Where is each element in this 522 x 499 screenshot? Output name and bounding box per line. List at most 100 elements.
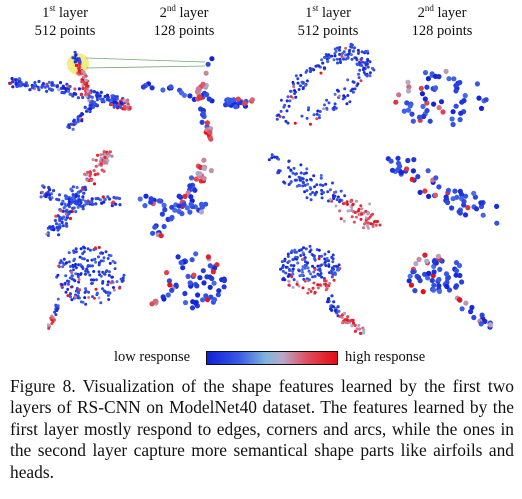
chair-body-1 bbox=[70, 274, 74, 278]
airplane-fuselage-1 bbox=[60, 90, 64, 95]
airplane-fuselage-1 bbox=[112, 105, 116, 109]
airplane-wing-4 bbox=[198, 209, 205, 215]
guitar-body-1 bbox=[293, 172, 297, 176]
airplane-wing-3 bbox=[66, 203, 71, 207]
guitar-body-1 bbox=[303, 190, 307, 194]
fish-body-2 bbox=[405, 79, 411, 85]
fish-body-1 bbox=[346, 94, 350, 97]
airplane-wing-3 bbox=[111, 200, 115, 204]
fish-body-1 bbox=[315, 117, 319, 121]
airplane-wing-3 bbox=[41, 184, 45, 188]
airplane-tail-2 bbox=[199, 119, 205, 125]
airplane-fuselage-2 bbox=[233, 104, 239, 110]
airplane-wing-1 bbox=[85, 92, 89, 96]
chair-body-1 bbox=[101, 287, 104, 291]
airplane-body-3 bbox=[52, 228, 56, 232]
lamp-head-1 bbox=[312, 254, 316, 258]
chair-body-1 bbox=[61, 265, 65, 269]
lamp-head-1 bbox=[292, 278, 296, 282]
airplane-body-3 bbox=[93, 173, 97, 177]
fish-body-2 bbox=[405, 107, 412, 113]
fish-body-1 bbox=[288, 99, 292, 103]
airplane-body-3 bbox=[102, 169, 106, 173]
fish-body-1 bbox=[351, 49, 355, 53]
guitar-body-1 bbox=[304, 171, 308, 175]
chair-leg-1 bbox=[52, 318, 56, 322]
guitar-body-2 bbox=[404, 166, 410, 172]
lamp-head-1 bbox=[327, 259, 331, 263]
lamp-head-1 bbox=[313, 268, 317, 271]
chair-body-1 bbox=[118, 286, 122, 290]
chair-body-2 bbox=[216, 288, 222, 294]
fish-body-1 bbox=[309, 122, 312, 126]
fish-body-2 bbox=[457, 79, 463, 86]
airplane-wing-3 bbox=[45, 193, 49, 197]
chair-body-1 bbox=[87, 296, 91, 299]
lamp-arm-1 bbox=[331, 305, 335, 309]
fish-body-2 bbox=[450, 109, 456, 115]
fish-body-1 bbox=[289, 95, 293, 99]
fish-body-1 bbox=[351, 87, 355, 91]
fish-body-1 bbox=[346, 53, 350, 57]
airplane-wing-2 bbox=[203, 70, 209, 76]
lamp-arm-1 bbox=[346, 315, 350, 319]
lamp-head-1 bbox=[311, 286, 315, 290]
airplane-wing-3 bbox=[90, 197, 94, 201]
fish-body-1 bbox=[307, 106, 311, 110]
fish-body-1 bbox=[360, 64, 364, 67]
airplane-body-3 bbox=[65, 224, 69, 228]
guitar-body-1 bbox=[319, 183, 322, 187]
guitar-body-1 bbox=[371, 212, 375, 216]
chair-body-1 bbox=[70, 285, 74, 289]
fish-body-1 bbox=[293, 89, 296, 92]
lamp-arm-2 bbox=[478, 321, 484, 327]
airplane-body-3 bbox=[57, 223, 62, 227]
chair-leg-1 bbox=[46, 323, 50, 327]
fish-body-1 bbox=[322, 107, 326, 111]
fish-body-1 bbox=[283, 103, 287, 107]
guitar-body-1 bbox=[322, 191, 325, 194]
fish-body-1 bbox=[356, 52, 360, 55]
guitar-body-2 bbox=[452, 188, 458, 194]
guitar-body-1 bbox=[309, 177, 313, 181]
fish-body-2 bbox=[420, 103, 426, 109]
chair-body-2 bbox=[200, 268, 206, 274]
airplane-body-4 bbox=[176, 193, 182, 199]
airplane-wing-2 bbox=[200, 81, 206, 87]
fish-body-2 bbox=[443, 68, 449, 74]
lamp-head-1 bbox=[311, 275, 315, 279]
airplane-wing-1 bbox=[91, 101, 95, 105]
airplane-wing-1 bbox=[77, 62, 81, 66]
airplane-fuselage-2 bbox=[140, 84, 146, 90]
fish-body-1 bbox=[292, 85, 296, 89]
lamp-head-1 bbox=[287, 273, 291, 277]
airplane-body-4 bbox=[201, 175, 207, 181]
fish-body-2 bbox=[478, 105, 485, 111]
guitar-body-1 bbox=[350, 209, 354, 212]
guitar-body-1 bbox=[354, 210, 358, 214]
chair-body-2 bbox=[207, 284, 213, 290]
legend-high-label: high response bbox=[345, 349, 426, 365]
chair-leg-2 bbox=[149, 301, 155, 307]
fish-body-2 bbox=[438, 99, 445, 105]
chair-body-1 bbox=[97, 255, 100, 259]
lamp-head-1 bbox=[323, 260, 327, 264]
fish-body-1 bbox=[318, 110, 322, 113]
fish-body-2 bbox=[433, 85, 439, 91]
chair-body-1 bbox=[92, 278, 96, 282]
fish-body-2 bbox=[406, 84, 412, 90]
guitar-body-1 bbox=[277, 157, 281, 161]
chair-body-2 bbox=[166, 278, 172, 284]
fish-body-1 bbox=[294, 74, 298, 78]
lamp-head-1 bbox=[291, 258, 295, 262]
airplane-wing-1 bbox=[82, 75, 86, 79]
guitar-body-1 bbox=[336, 195, 340, 199]
guitar-body-1 bbox=[350, 215, 354, 219]
airplane-fuselage-2 bbox=[187, 93, 193, 99]
lamp-head-2 bbox=[443, 271, 450, 277]
chair-leg-1 bbox=[53, 310, 57, 314]
fish-body-1 bbox=[343, 95, 347, 99]
airplane-fuselage-1 bbox=[68, 84, 72, 89]
airplane-wing-1 bbox=[74, 63, 78, 67]
lamp-head-1 bbox=[297, 284, 301, 288]
